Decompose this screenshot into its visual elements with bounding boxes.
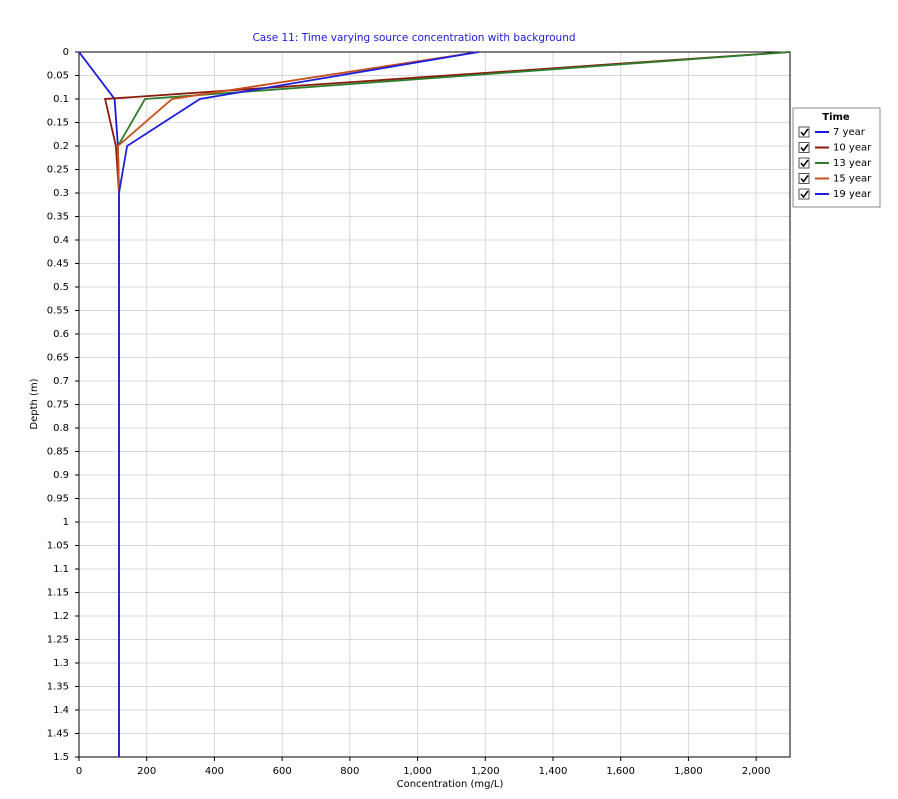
check-mark [800, 175, 809, 183]
x-tick-label: 1,000 [403, 766, 432, 777]
y-tick-label: 0.4 [53, 235, 69, 246]
check-mark [800, 159, 809, 168]
legend-item[interactable]: 7 year [798, 126, 866, 138]
plot-frame [78, 51, 791, 758]
y-tick-label: 0.95 [47, 494, 69, 505]
y-tick-label: 0.55 [47, 306, 69, 317]
y-tick-label: 0.1 [53, 94, 69, 105]
y-tick-label: 0.3 [53, 188, 69, 199]
legend-item[interactable]: 15 year [798, 173, 872, 185]
y-tick-label: 0.8 [53, 423, 69, 434]
y-tick-label: 0.25 [47, 165, 69, 176]
y-tick-label: 1 [63, 517, 69, 528]
y-tick-label: 0.9 [53, 470, 69, 481]
y-tick-label: 0.2 [53, 141, 69, 152]
legend-label: 13 year [833, 158, 872, 169]
legend-checkbox[interactable] [798, 157, 810, 169]
legend-label: 15 year [833, 174, 872, 185]
y-axis-label: Depth (m) [29, 378, 40, 429]
y-tick-label: 1.2 [53, 611, 69, 622]
y-tick-label: 0.45 [47, 259, 69, 270]
x-tick-label: 0 [76, 766, 82, 777]
y-tick-label: 0.15 [47, 118, 69, 129]
legend-item[interactable]: 19 year [798, 188, 872, 200]
x-tick-label: 2,000 [742, 766, 771, 777]
y-tick-label: 0.35 [47, 212, 69, 223]
check-mark [800, 190, 809, 199]
y-tick-label: 0.5 [53, 282, 69, 293]
chart-title: Case 11: Time varying source concentrati… [252, 32, 575, 44]
check-mark [800, 128, 809, 137]
legend-checkbox[interactable] [798, 188, 810, 200]
x-tick-label: 600 [273, 766, 292, 777]
legend-label: 7 year [833, 127, 866, 138]
y-tick-label: 0.85 [47, 447, 69, 458]
y-tick-label: 0 [63, 47, 69, 58]
legend-item[interactable]: 13 year [798, 157, 872, 169]
legend-title: Time [822, 112, 850, 123]
y-tick-label: 1.05 [47, 541, 69, 552]
check-mark [800, 144, 809, 152]
x-tick-label: 1,400 [539, 766, 568, 777]
y-tick-label: 0.75 [47, 400, 69, 411]
x-tick-label: 200 [137, 766, 156, 777]
y-tick-label: 1.3 [53, 658, 69, 669]
x-axis-label: Concentration (mg/L) [397, 779, 504, 790]
legend-item[interactable]: 10 year [798, 142, 872, 154]
x-tick-label: 1,200 [471, 766, 500, 777]
y-tick-label: 1.35 [47, 682, 69, 693]
y-tick-label: 0.7 [53, 376, 69, 387]
legend-label: 19 year [833, 189, 872, 200]
legend-checkbox[interactable] [798, 173, 810, 184]
legend-checkbox[interactable] [798, 126, 810, 138]
y-tick-label: 0.65 [47, 353, 69, 364]
y-tick-label: 0.05 [47, 71, 69, 82]
legend-label: 10 year [833, 143, 872, 154]
legend-checkbox[interactable] [798, 142, 810, 153]
y-tick-label: 0.6 [53, 329, 69, 340]
y-tick-label: 1.45 [47, 729, 69, 740]
series-line [118, 51, 479, 757]
y-tick-label: 1.5 [53, 752, 69, 763]
y-tick-label: 1.15 [47, 588, 69, 599]
y-tick-label: 1.25 [47, 635, 69, 646]
x-tick-label: 400 [205, 766, 224, 777]
x-tick-label: 1,600 [606, 766, 635, 777]
y-tick-label: 1.4 [53, 705, 69, 716]
x-tick-label: 1,800 [674, 766, 703, 777]
y-tick-label: 1.1 [53, 564, 69, 575]
x-tick-label: 800 [340, 766, 359, 777]
